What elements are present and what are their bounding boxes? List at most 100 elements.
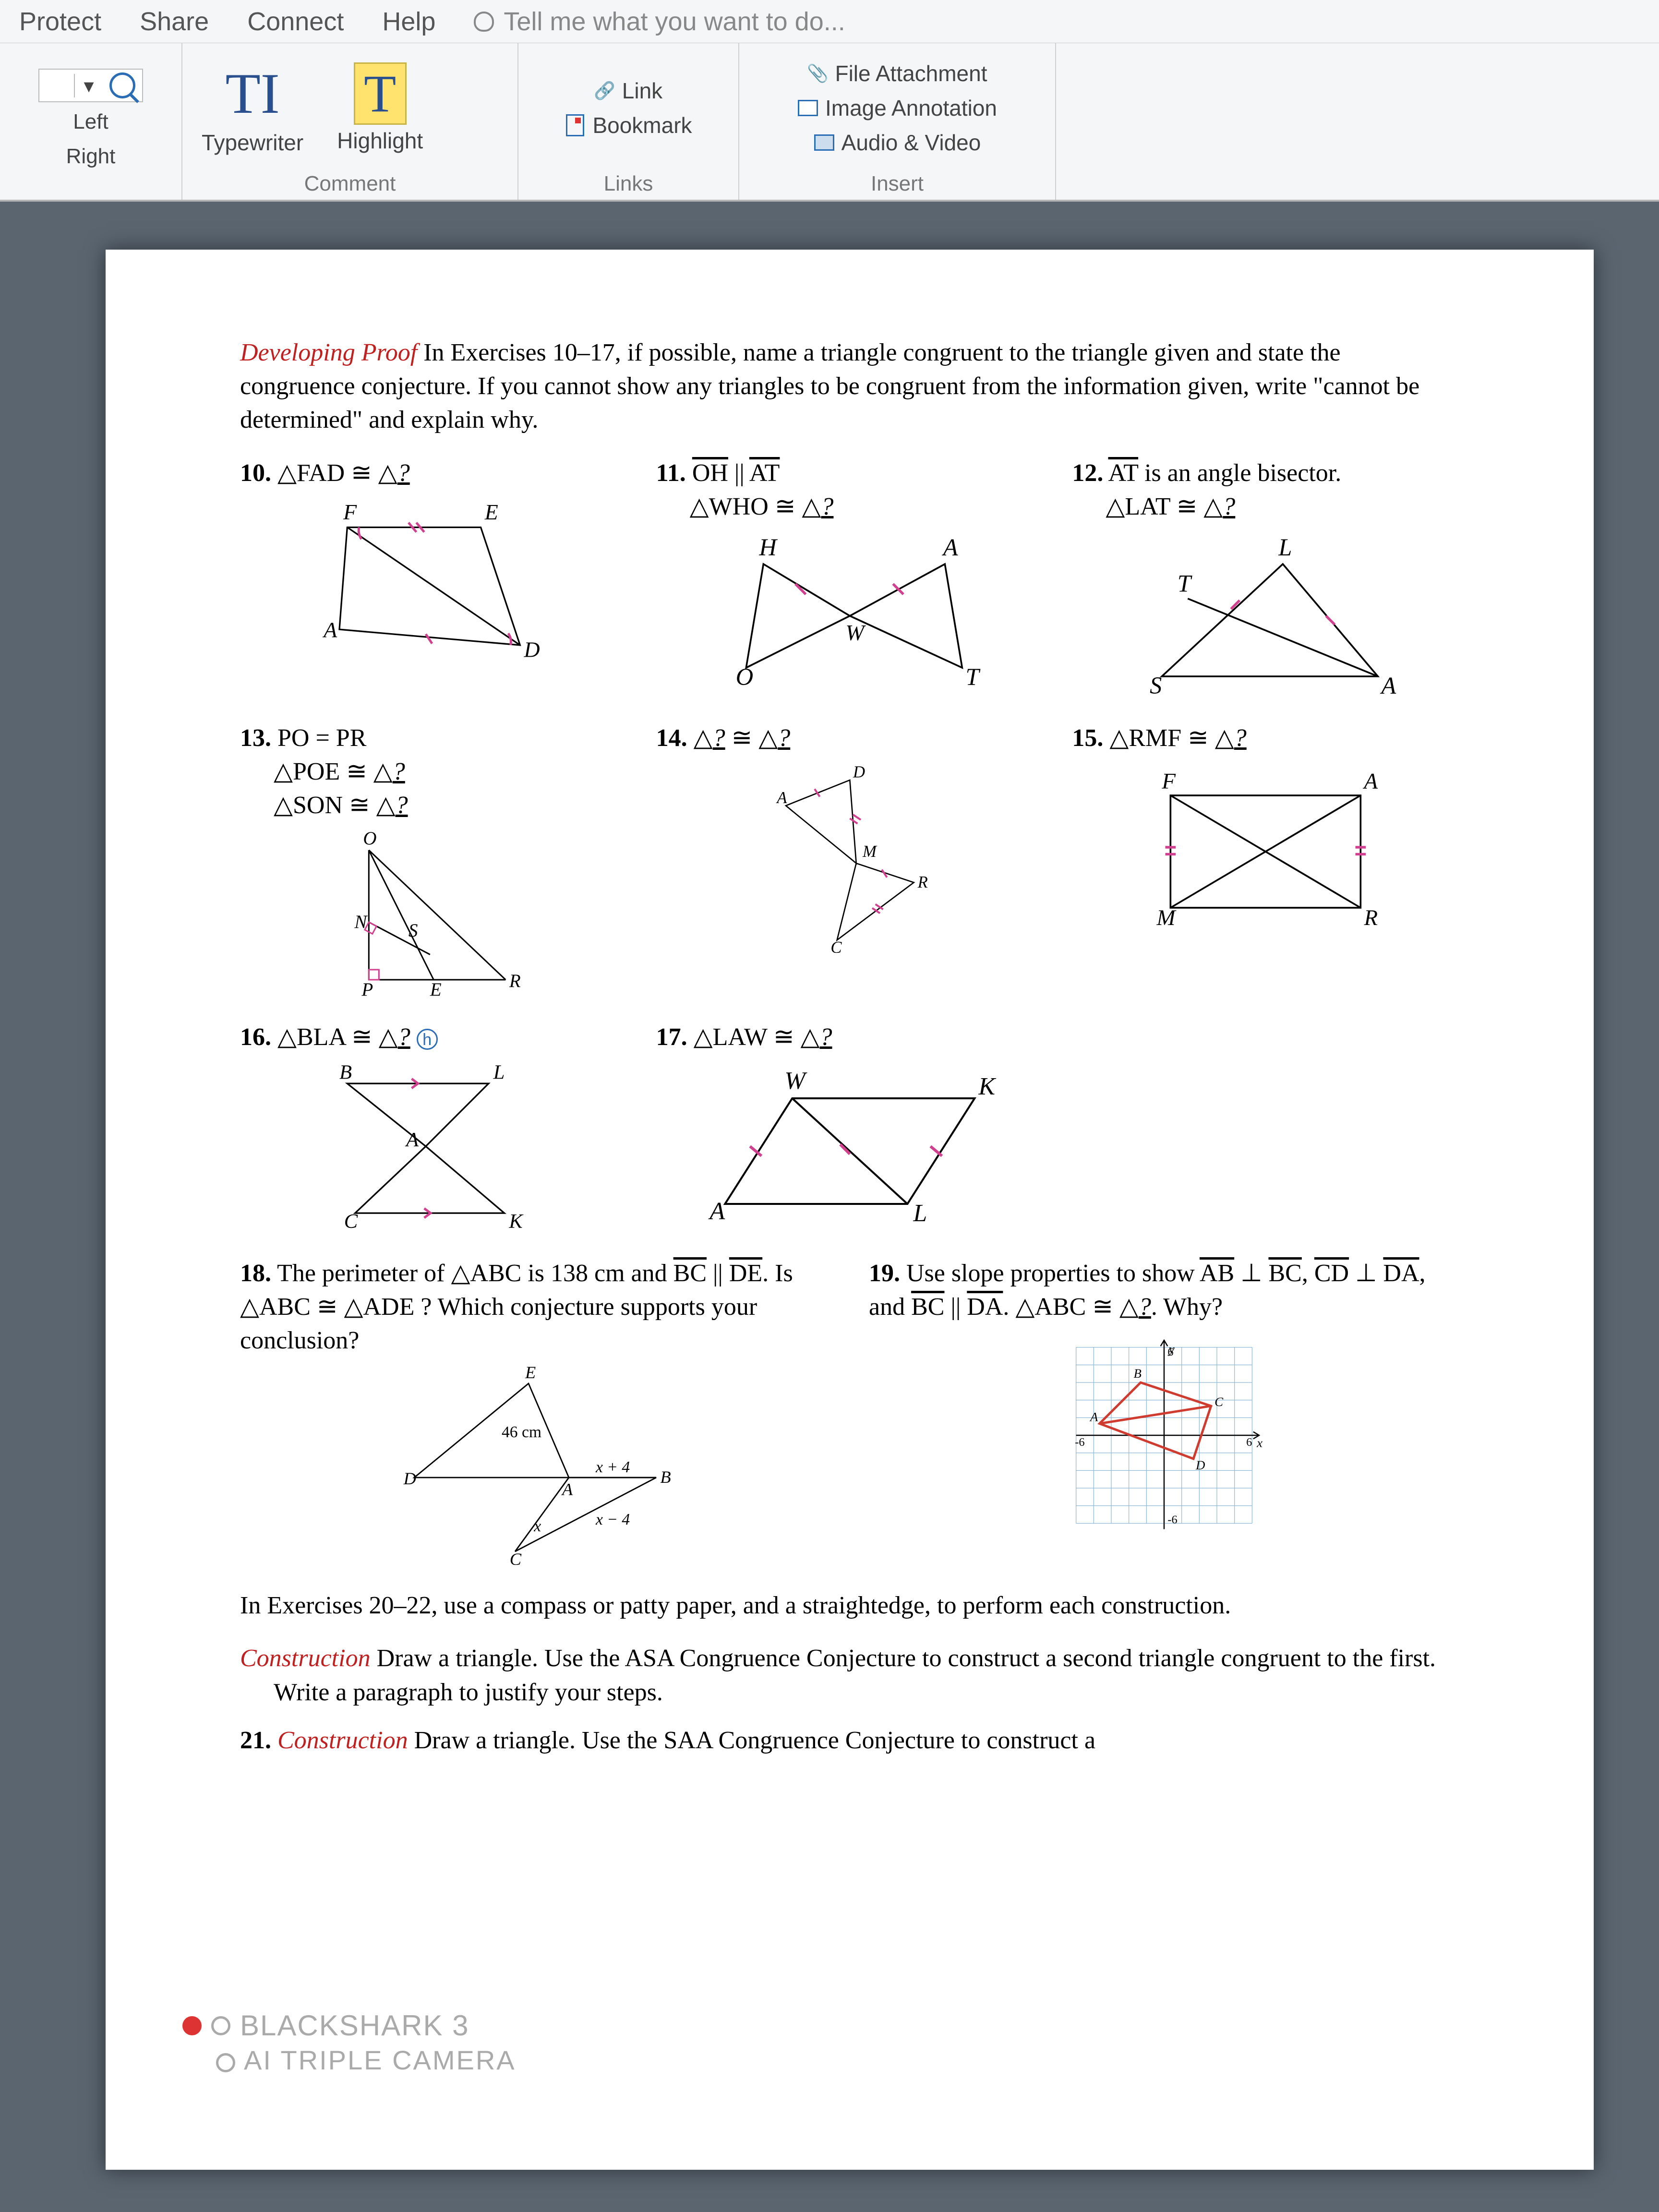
q19-s2: BC: [1268, 1260, 1301, 1287]
highlight-button[interactable]: T Highlight: [327, 58, 433, 158]
q16-blank: ?: [398, 1023, 410, 1051]
q19-figure: A B C D y x -6 6 6 -6: [869, 1330, 1459, 1541]
q10: 10. △FAD ≅ △? F E A D: [240, 457, 627, 702]
rotate-left-button[interactable]: Left: [73, 107, 108, 137]
typewriter-button[interactable]: TI Typewriter: [192, 56, 313, 160]
bookmark-label: Bookmark: [592, 112, 692, 138]
zoom-combo[interactable]: ▾: [38, 69, 143, 102]
q13-num: 13.: [240, 724, 271, 752]
tab-help[interactable]: Help: [363, 7, 455, 36]
svg-text:D: D: [524, 637, 540, 661]
q13: 13. PO = PR △POE ≅ △? △SON ≅ △? O N S: [240, 721, 627, 1001]
tab-connect[interactable]: Connect: [228, 7, 363, 36]
q14-figure: A D M R C: [656, 761, 1044, 953]
bookmark-button[interactable]: Bookmark: [560, 110, 697, 140]
hint-icon[interactable]: h: [417, 1029, 438, 1050]
image-annotation-icon: [797, 97, 818, 119]
wm2-text: AI TRIPLE CAMERA: [244, 2045, 516, 2075]
svg-text:6: 6: [1167, 1346, 1173, 1358]
document-page: Developing Proof In Exercises 10–17, if …: [106, 250, 1594, 2170]
q14: 14. △? ≅ △? A D M R C: [656, 721, 1044, 1001]
zoom-dropdown-icon[interactable]: ▾: [74, 74, 102, 97]
q11-num: 11.: [656, 459, 686, 487]
q13-l2: △POE ≅ △: [274, 758, 393, 785]
comment-group-label: Comment: [192, 168, 508, 200]
tell-me-placeholder: Tell me what you want to do...: [504, 7, 845, 36]
q18-figure: E D A B C 46 cm x + 4 x − 4 x: [240, 1363, 830, 1565]
q14-blank2: ?: [778, 724, 790, 752]
q10-blank: ?: [397, 459, 410, 487]
attachment-icon: [807, 63, 828, 84]
q16: 16. △BLA ≅ △? h B L A C K: [240, 1021, 627, 1233]
svg-text:x: x: [533, 1517, 541, 1535]
wm-dot-red-icon: [182, 2016, 202, 2035]
tell-me-search[interactable]: Tell me what you want to do...: [455, 7, 845, 36]
ex2022-instructions: In Exercises 20–22, use a compass or pat…: [240, 1589, 1459, 1623]
tab-protect[interactable]: Protect: [0, 7, 120, 36]
svg-text:O: O: [363, 829, 376, 849]
document-viewport[interactable]: Developing Proof In Exercises 10–17, if …: [0, 202, 1659, 2170]
svg-text:N: N: [354, 912, 368, 932]
ribbon: ▾ Left Right TI Typewriter T Highlight C…: [0, 43, 1659, 202]
instructions-text: In Exercises 10–17, if possible, name a …: [240, 339, 1419, 433]
link-label: Link: [622, 78, 662, 104]
svg-text:W: W: [845, 620, 866, 645]
image-annotation-label: Image Annotation: [825, 95, 997, 121]
spacer-17: [1072, 1021, 1459, 1233]
svg-text:K: K: [508, 1210, 524, 1233]
developing-proof-label: Developing Proof: [240, 339, 417, 366]
q15-num: 15.: [1072, 724, 1103, 752]
q19-par: ||: [944, 1293, 967, 1321]
rotate-right-button[interactable]: Right: [66, 142, 116, 171]
svg-text:K: K: [978, 1073, 996, 1100]
q10-figure: F E A D: [240, 496, 627, 669]
svg-text:T: T: [1178, 570, 1192, 597]
q17: 17. △LAW ≅ △? W K A L: [656, 1021, 1044, 1233]
magnifier-icon[interactable]: [109, 72, 135, 98]
q19-s3: CD: [1314, 1260, 1349, 1287]
q17-blank: ?: [820, 1023, 832, 1051]
q19-s1: AB: [1200, 1260, 1234, 1287]
svg-text:R: R: [1364, 905, 1378, 930]
q19-pre: Use slope properties to show: [906, 1260, 1200, 1287]
svg-text:F: F: [1162, 769, 1176, 794]
svg-text:L: L: [493, 1061, 505, 1083]
ribbon-spacer: [1056, 43, 1659, 200]
file-attachment-button[interactable]: File Attachment: [802, 59, 992, 88]
q19-s4: DA: [1383, 1260, 1419, 1287]
link-icon: 🔗: [594, 80, 615, 101]
q13-blank2: ?: [396, 792, 408, 819]
file-attachment-label: File Attachment: [835, 60, 987, 86]
q14-t1: △: [694, 724, 713, 752]
q19-blank: ?: [1139, 1293, 1151, 1321]
svg-text:L: L: [913, 1200, 927, 1227]
q20-construction-label: Construction: [240, 1645, 371, 1672]
q11-figure: H A O T W: [656, 529, 1044, 702]
tab-share[interactable]: Share: [120, 7, 228, 36]
svg-text:F: F: [343, 500, 357, 524]
row-13-15: 13. PO = PR △POE ≅ △? △SON ≅ △? O N S: [240, 721, 1459, 1001]
svg-text:A: A: [405, 1129, 419, 1151]
svg-text:L: L: [1278, 534, 1292, 561]
svg-text:-6: -6: [1167, 1513, 1177, 1526]
svg-text:A: A: [1380, 672, 1396, 699]
svg-text:M: M: [1156, 905, 1177, 930]
highlight-label: Highlight: [337, 128, 423, 154]
q11-seg1: OH: [692, 459, 728, 487]
q18-mid: ||: [707, 1260, 729, 1287]
image-annotation-button[interactable]: Image Annotation: [793, 93, 1002, 123]
q18-seg2: DE: [729, 1260, 762, 1287]
bookmark-icon: [565, 115, 586, 136]
q19-num: 19.: [869, 1260, 900, 1287]
audio-video-icon: [814, 132, 835, 153]
svg-text:E: E: [484, 500, 498, 524]
audio-video-button[interactable]: Audio & Video: [809, 128, 986, 157]
link-button[interactable]: 🔗 Link: [589, 76, 667, 106]
svg-text:C: C: [830, 938, 842, 953]
q12-tail: is an angle bisector.: [1138, 459, 1341, 487]
svg-text:W: W: [784, 1067, 807, 1094]
lightbulb-icon: [474, 12, 494, 32]
svg-text:C: C: [344, 1210, 358, 1233]
svg-text:D: D: [1195, 1458, 1205, 1472]
wm-dot-hollow-icon-2: [216, 2053, 235, 2072]
